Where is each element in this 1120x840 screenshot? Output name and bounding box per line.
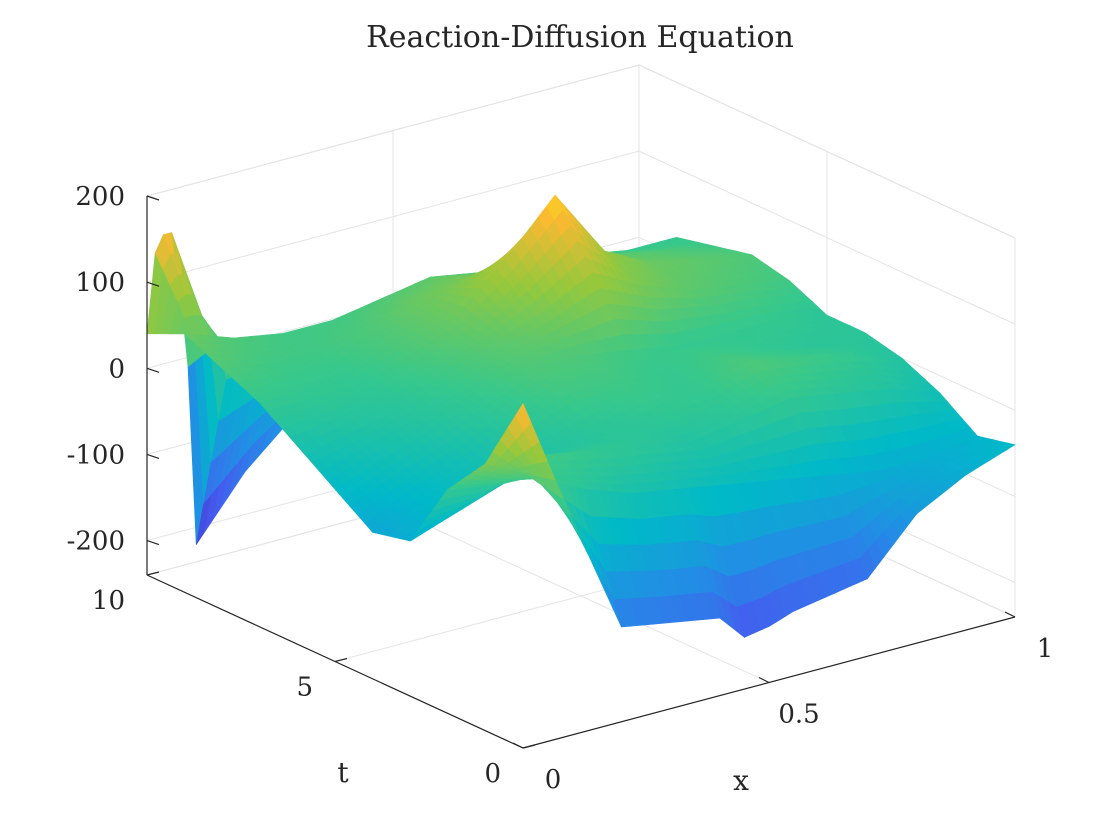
z-tick	[146, 195, 160, 201]
x-tick	[1004, 611, 1016, 618]
z-tick	[146, 281, 160, 287]
y-tick-label: 10	[92, 586, 125, 616]
x-tick-label: 0.5	[778, 700, 819, 730]
y-tick	[522, 744, 536, 749]
y-tick	[146, 571, 160, 576]
z-tick	[146, 453, 160, 459]
z-tick	[146, 539, 160, 546]
x-tick-label: 0	[545, 765, 562, 795]
x-tick	[512, 742, 524, 749]
x-axis-label: x	[733, 764, 749, 797]
axes	[146, 195, 1016, 749]
z-tick-label: 100	[75, 268, 125, 298]
y-tick	[334, 657, 348, 663]
z-tick-label: -100	[67, 440, 125, 470]
surface	[146, 194, 1016, 639]
x-tick-label: 1	[1037, 634, 1054, 664]
z-tick	[146, 367, 160, 373]
chart-title: Reaction-Diffusion Equation	[366, 20, 794, 55]
z-tick-label: 0	[108, 354, 125, 384]
z-tick-label: -200	[67, 527, 125, 557]
y-tick-label: 0	[484, 759, 501, 789]
z-tick-label: 200	[75, 182, 125, 212]
y-axis-label: t	[337, 756, 349, 789]
y-tick-label: 5	[296, 673, 313, 703]
surface-patch	[998, 442, 1016, 451]
x-tick	[758, 676, 770, 684]
